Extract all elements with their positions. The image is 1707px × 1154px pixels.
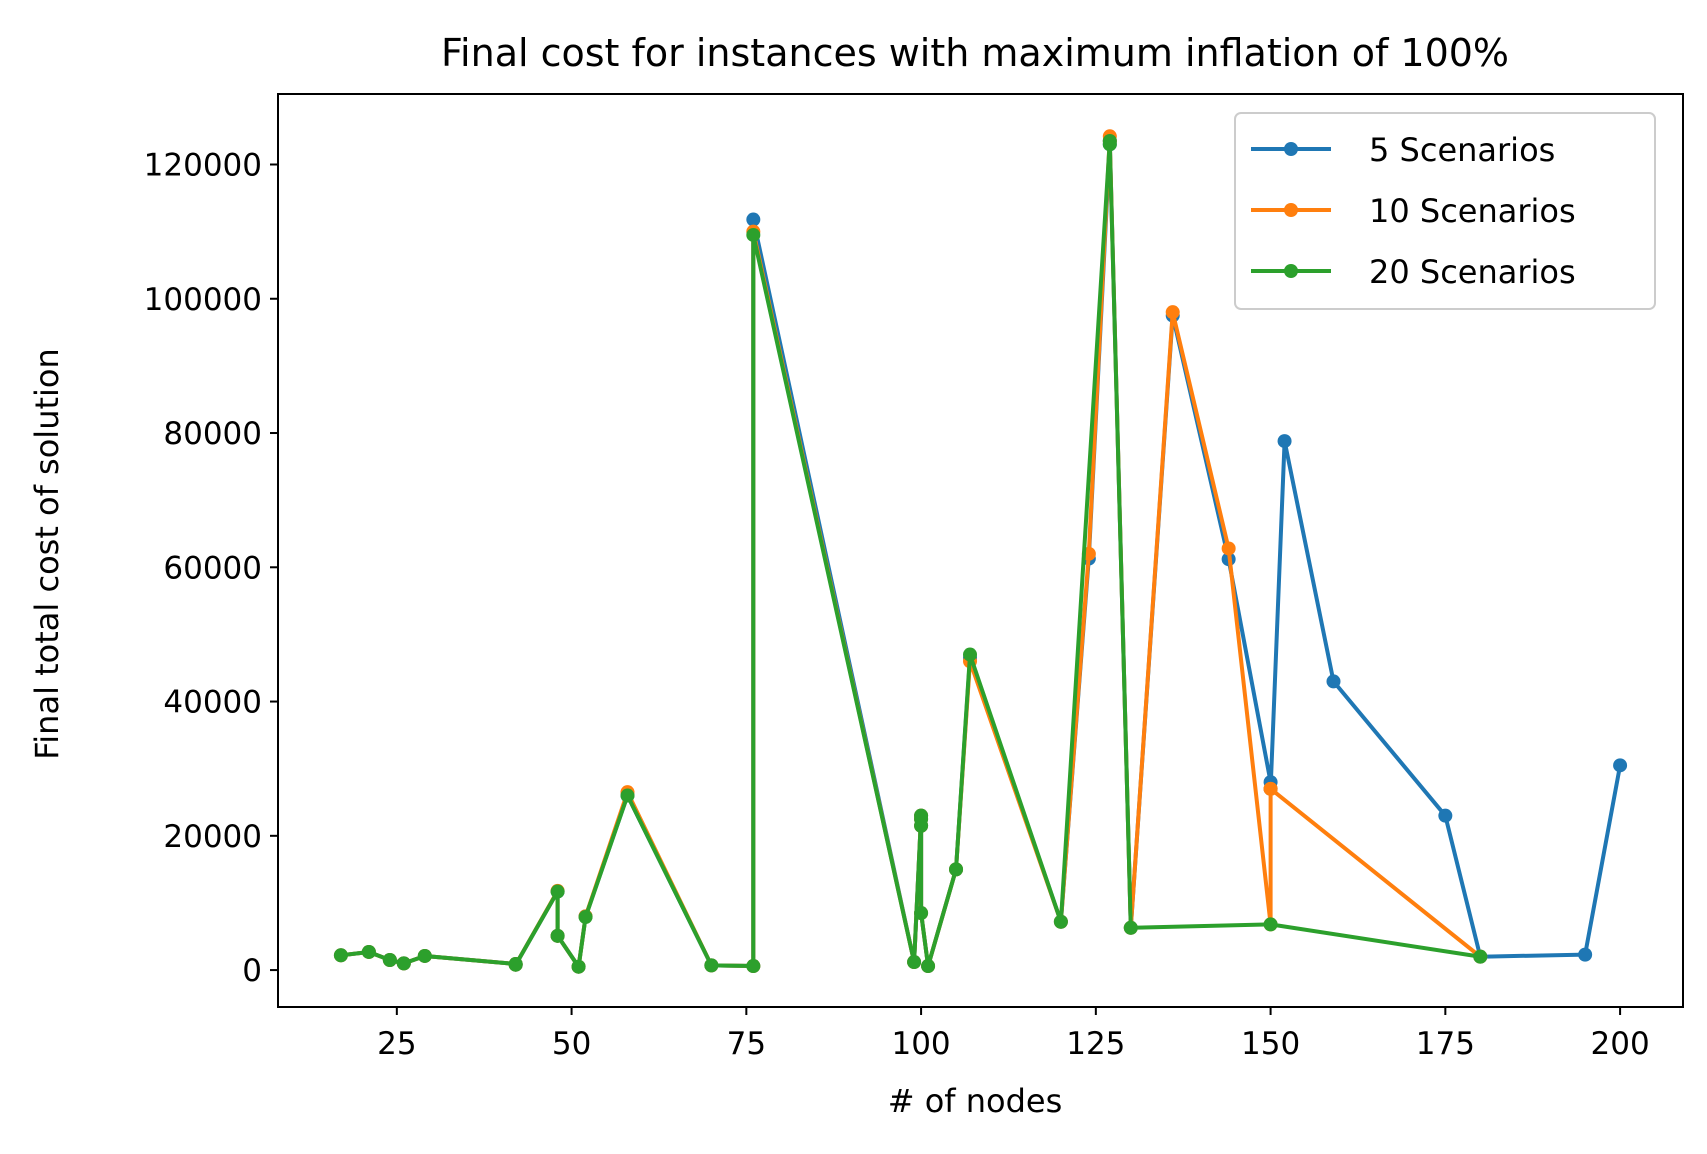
chart-title: Final cost for instances with maximum in… (441, 31, 1509, 75)
y-tick-label: 120000 (144, 147, 262, 183)
x-tick-label: 125 (1066, 1026, 1125, 1062)
data-point (1473, 949, 1488, 964)
data-point (578, 910, 593, 925)
data-point (914, 906, 929, 921)
legend-item: 10 Scenarios (1251, 192, 1576, 230)
data-point (949, 862, 964, 877)
x-axis-label: # of nodes (888, 1082, 1063, 1120)
data-point (914, 812, 929, 827)
x-tick-label: 50 (552, 1026, 591, 1062)
data-point (620, 788, 635, 803)
legend-label: 10 Scenarios (1369, 192, 1576, 230)
data-point (571, 959, 586, 974)
x-tick-label: 175 (1416, 1026, 1475, 1062)
data-point (1277, 434, 1292, 449)
data-point (963, 647, 978, 662)
series-group (333, 133, 1488, 974)
legend-marker (1284, 264, 1298, 278)
legend-frame (1234, 112, 1656, 310)
data-point (746, 212, 761, 227)
legend-marker (1284, 142, 1298, 156)
x-tick-label: 150 (1241, 1026, 1300, 1062)
data-point (508, 957, 523, 972)
y-tick-label: 40000 (163, 685, 262, 721)
y-axis-label: Final total cost of solution (28, 348, 66, 760)
data-point (1123, 920, 1138, 935)
y-tick-label: 0 (242, 953, 262, 989)
axes-frame (277, 93, 1684, 1008)
data-point (1578, 947, 1593, 962)
legend-label: 20 Scenarios (1369, 253, 1576, 291)
data-point (1221, 541, 1236, 556)
data-point (417, 948, 432, 963)
plot-area (333, 129, 1628, 974)
y-tick-label: 80000 (163, 416, 262, 452)
data-point (382, 953, 397, 968)
data-point (907, 955, 922, 970)
data-point (1438, 808, 1453, 823)
data-point (921, 959, 936, 974)
legend-label: 5 Scenarios (1369, 131, 1555, 169)
legend-item: 5 Scenarios (1251, 131, 1555, 169)
data-point (704, 958, 719, 973)
legend-item: 20 Scenarios (1251, 253, 1576, 291)
y-tick-label: 60000 (163, 550, 262, 586)
data-point (1613, 758, 1628, 773)
data-point (1263, 781, 1278, 796)
data-point (1165, 305, 1180, 320)
y-axis: 0 20000 40000 60000 80000 100000 120000 (144, 147, 278, 989)
x-tick-label: 75 (727, 1026, 766, 1062)
x-tick-label: 100 (891, 1026, 950, 1062)
data-point (550, 928, 565, 943)
x-axis: 25 50 75 100 125 150 175 200 (377, 1007, 1650, 1062)
data-point (333, 948, 348, 963)
data-point (1053, 914, 1068, 929)
data-point (361, 944, 376, 959)
data-point (1263, 917, 1278, 932)
x-tick-label: 200 (1591, 1026, 1650, 1062)
data-point (746, 959, 761, 974)
data-point (746, 227, 761, 242)
data-point (1326, 674, 1341, 689)
legend-marker (1284, 203, 1298, 217)
y-tick-label: 100000 (144, 282, 262, 318)
y-tick-label: 20000 (163, 819, 262, 855)
data-point (396, 956, 411, 971)
x-tick-label: 25 (377, 1026, 416, 1062)
data-point (1102, 137, 1117, 152)
legend: 5 Scenarios 10 Scenarios 20 Scenarios (1234, 112, 1656, 310)
data-point (550, 884, 565, 899)
